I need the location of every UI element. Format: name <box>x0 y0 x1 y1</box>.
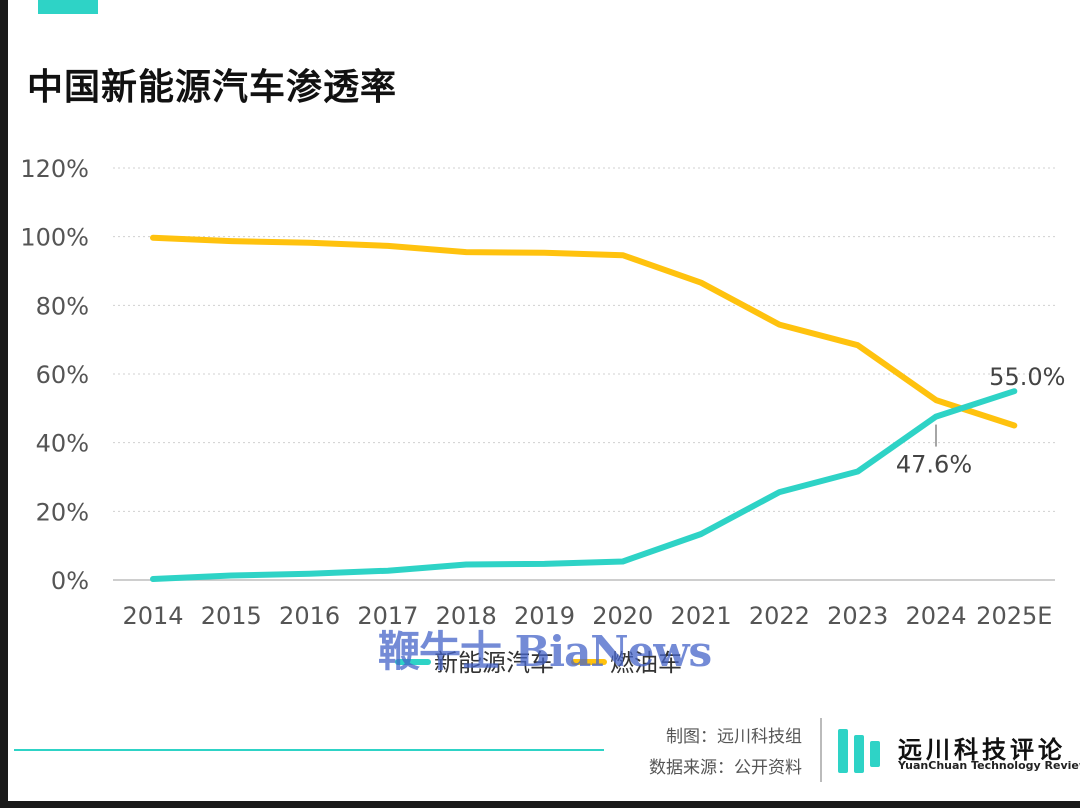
series-line-1 <box>150 234 1018 429</box>
y-tick-label: 120% <box>20 155 89 183</box>
x-tick-label: 2023 <box>827 602 888 630</box>
line-chart: 0%20%40%60%80%100%120% 2014 2015 2016 2017 2… <box>20 155 1066 677</box>
x-tick-label: 2022 <box>749 602 810 630</box>
x-tick-label: 2024 <box>905 602 966 630</box>
chart-title: 中国新能源汽车渗透率 <box>27 67 398 108</box>
y-tick-label: 80% <box>36 292 89 320</box>
legend-label: 燃油车 <box>610 649 682 677</box>
credits: 制图：远川科技组 数据来源：公开资料 <box>649 722 802 784</box>
series-lines <box>150 234 1018 582</box>
x-tick-label: 2015 <box>201 602 262 630</box>
x-tick-label: 2018 <box>436 602 497 630</box>
brand-name-english: YuanChuan Technology Review <box>898 759 1080 772</box>
accent-tab <box>38 0 98 14</box>
x-tick-label: 2014 <box>122 602 183 630</box>
y-axis-ticks: 0% 20% 40% 60% 80% 100% 120% <box>20 155 89 595</box>
brand-name: 远川科技评论 <box>898 736 1066 764</box>
series-line-0 <box>150 388 1018 582</box>
legend-label: 新能源汽车 <box>434 649 554 677</box>
x-tick-label: 2020 <box>592 602 653 630</box>
footer-rule <box>14 749 604 751</box>
annotation-label: 55.0% <box>989 363 1065 391</box>
y-tick-label: 20% <box>36 498 89 526</box>
made-by-credit: 制图：远川科技组 <box>666 727 802 747</box>
x-axis-ticks: 2014 2015 2016 2017 2018 2019 2020 2021 2022 2023… <box>122 602 1052 630</box>
data-annotations: 55.0% 47.6% <box>896 363 1066 478</box>
y-tick-label: 100% <box>20 224 89 252</box>
y-tick-label: 40% <box>36 430 89 458</box>
y-tick-label: 60% <box>36 361 89 389</box>
footer-divider <box>820 718 822 782</box>
left-frame-border <box>0 0 8 808</box>
brand-logo-icon <box>838 729 880 773</box>
bottom-frame-border <box>0 801 1080 808</box>
watermark: 鞭牛士 BiaNews <box>378 627 712 676</box>
x-tick-label: 2025E <box>976 602 1052 630</box>
x-tick-label: 2017 <box>357 602 418 630</box>
legend: 新能源汽车 燃油车 <box>395 649 682 677</box>
x-tick-label: 2019 <box>514 602 575 630</box>
y-tick-label: 0% <box>51 567 89 595</box>
x-tick-label: 2021 <box>671 602 732 630</box>
data-source-credit: 数据来源：公开资料 <box>649 758 802 778</box>
annotation-label: 47.6% <box>896 451 972 479</box>
grid-lines <box>113 167 1055 581</box>
x-tick-label: 2016 <box>279 602 340 630</box>
